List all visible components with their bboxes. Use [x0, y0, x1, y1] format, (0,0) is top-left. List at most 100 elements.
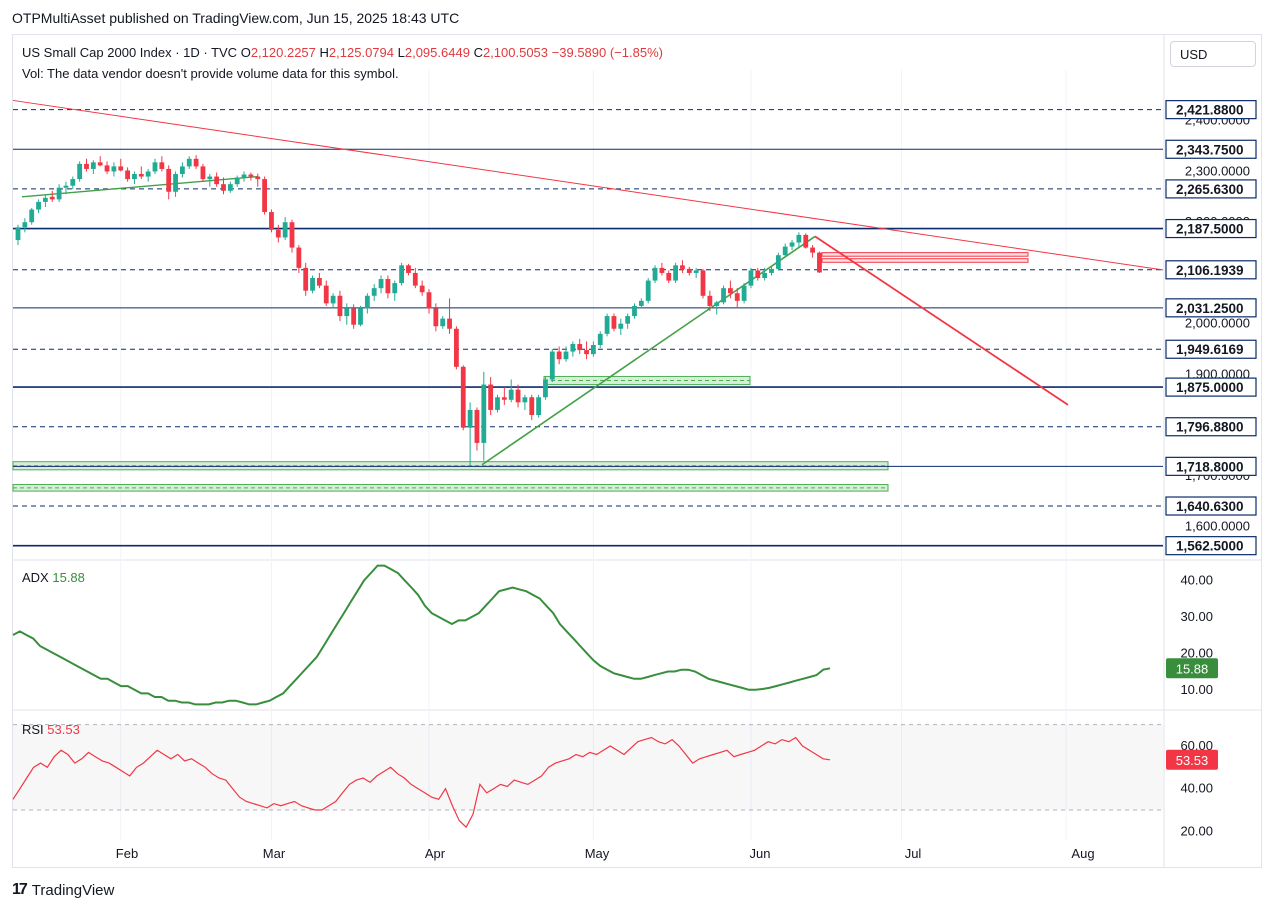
- candle-body: [70, 179, 76, 186]
- level-label-box: [1165, 417, 1257, 437]
- candle-body: [173, 174, 178, 192]
- rsi-value-box: [1166, 749, 1218, 770]
- level-label-box: [1165, 139, 1257, 159]
- candle-body: [275, 229, 281, 238]
- level-label-box: [1165, 179, 1257, 199]
- candle-body: [392, 283, 398, 294]
- open-label: O: [240, 45, 251, 60]
- low-value: 2,095.6449: [404, 45, 470, 60]
- change-value: −39.5890 (−1.85%): [551, 45, 663, 60]
- candle-body: [591, 344, 596, 355]
- time-label: Mar: [263, 846, 286, 861]
- level-label: 2,106.1939: [1176, 263, 1244, 278]
- candle-body: [680, 265, 685, 269]
- adx-value-box: [1166, 658, 1218, 679]
- time-label: Jun: [750, 846, 771, 861]
- candle-body: [515, 389, 521, 403]
- candle-body: [125, 170, 130, 180]
- candle-body: [296, 247, 302, 268]
- candle-body: [714, 302, 720, 306]
- symbol-legend[interactable]: US Small Cap 2000 Index · 1D · TVC O2,12…: [22, 45, 663, 60]
- candle-body: [652, 267, 658, 281]
- candle-body: [200, 166, 206, 180]
- candle-body: [597, 333, 603, 345]
- candle-body: [118, 166, 124, 171]
- candle-body: [638, 300, 644, 306]
- tv-logo-icon: 17: [12, 881, 28, 898]
- candle-body: [775, 255, 781, 269]
- candle-body: [364, 295, 370, 309]
- candle-body: [673, 265, 678, 281]
- candle-body: [152, 162, 158, 172]
- candle-body: [796, 234, 802, 243]
- level-label: 2,265.6300: [1176, 182, 1244, 197]
- rsi-legend[interactable]: RSI 53.53: [22, 722, 80, 737]
- projected-decline-line: [814, 235, 1069, 406]
- adx-legend[interactable]: ADX 15.88: [22, 570, 85, 585]
- candle-body: [227, 184, 233, 191]
- candles: [15, 155, 822, 466]
- candle-body: [769, 268, 774, 273]
- candle-body: [351, 308, 357, 325]
- candle-body: [741, 285, 747, 301]
- level-label-box: [1165, 298, 1257, 318]
- candle-body: [358, 308, 363, 325]
- candle-body: [762, 272, 768, 279]
- level-label: 1,640.6300: [1176, 499, 1244, 514]
- candle-body: [549, 351, 555, 380]
- candle-body: [481, 384, 487, 443]
- candle-body: [693, 270, 699, 273]
- level-label: 2,187.5000: [1176, 222, 1244, 237]
- time-label: May: [585, 846, 610, 861]
- candle-body: [90, 162, 96, 169]
- candle-body: [49, 196, 55, 200]
- candle-body: [666, 272, 672, 281]
- candle-body: [193, 158, 199, 167]
- rsi-value: 53.53: [47, 722, 80, 737]
- rsi-tick-label: 60.00: [1180, 738, 1213, 753]
- adx-value-tag: 15.88: [1176, 661, 1209, 676]
- candle-body: [180, 166, 185, 175]
- candle-body: [63, 185, 69, 188]
- candle-body: [262, 179, 267, 213]
- level-label: 2,421.8800: [1176, 103, 1244, 118]
- candle-body: [84, 163, 89, 169]
- candle-body: [501, 397, 507, 400]
- candle-body: [728, 288, 733, 294]
- candle-body: [97, 162, 103, 166]
- candle-body: [317, 278, 322, 286]
- candle-body: [399, 265, 404, 284]
- candle-body: [488, 384, 494, 410]
- low-label: L: [397, 45, 405, 60]
- adx-tick-label: 40.00: [1180, 572, 1213, 587]
- candle-body: [419, 285, 425, 293]
- candle-body: [310, 278, 315, 291]
- candle-body: [632, 305, 637, 317]
- open-value: 2,120.2257: [250, 45, 316, 60]
- grid-layer: [13, 35, 1262, 868]
- candle-body: [556, 351, 562, 360]
- candle-body: [529, 397, 535, 416]
- tradingview-logo[interactable]: 17 TradingView: [12, 881, 114, 899]
- resistance-zone: [821, 258, 1029, 263]
- candle-body: [748, 270, 754, 286]
- candle-body: [440, 318, 446, 327]
- close-label: C: [473, 45, 483, 60]
- tv-brand: TradingView: [31, 881, 115, 899]
- candle-body: [104, 165, 110, 172]
- price-tick-label: 2,000.0000: [1185, 316, 1250, 331]
- time-label: Aug: [1071, 846, 1094, 861]
- time-label: Apr: [425, 846, 446, 861]
- currency-button[interactable]: USD: [1170, 41, 1256, 67]
- close-value: 2,100.5053: [482, 45, 549, 60]
- resistance-zone: [821, 252, 1029, 257]
- chart-frame: [12, 34, 1262, 868]
- candle-body: [700, 270, 706, 296]
- candle-body: [686, 268, 692, 273]
- candle-body: [412, 272, 418, 286]
- rsi-tick-label: 20.00: [1180, 823, 1213, 838]
- candle-body: [433, 308, 439, 327]
- candle-body: [371, 288, 377, 296]
- volume-note: Vol: The data vendor doesn't provide vol…: [22, 66, 399, 81]
